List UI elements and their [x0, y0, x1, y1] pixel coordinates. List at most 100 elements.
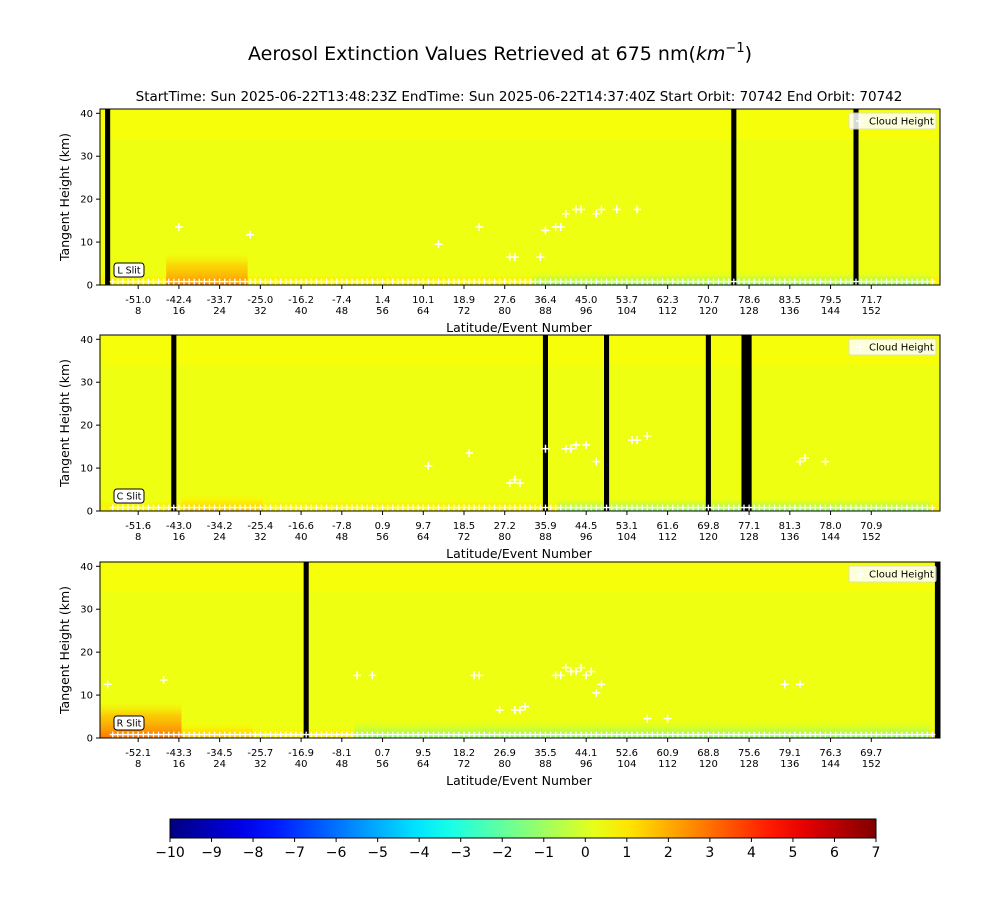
event-tick-label: 88 [539, 306, 552, 317]
cloud-height-marker [634, 731, 641, 738]
slit-label-box [113, 262, 145, 278]
slit-label: L Slit [113, 262, 145, 278]
cloud-height-marker [629, 504, 635, 511]
cloud-height-marker [308, 504, 315, 511]
cloud-height-marker [410, 731, 417, 738]
cloud-height-marker [510, 475, 519, 484]
cloud-height-marker [858, 504, 865, 511]
cloud-height-marker [272, 278, 279, 285]
cloud-height-marker [405, 731, 411, 738]
cloud-height-marker [399, 731, 406, 738]
cloud-height-marker [231, 504, 238, 511]
cloud-height-marker [685, 504, 691, 511]
cloud-height-marker [435, 504, 442, 511]
event-tick-label: 144 [821, 532, 840, 543]
cloud-height-marker [505, 479, 514, 488]
cloud-height-marker [669, 278, 676, 285]
cloud-height-marker [578, 731, 585, 738]
colorbar-tick-label: 0 [581, 845, 590, 861]
cloud-height-marker [461, 278, 467, 285]
cloud-height-marker [542, 504, 549, 511]
latitude-tick-label: -42.4 [166, 295, 192, 306]
latitude-tick-label: 53.7 [616, 295, 638, 306]
cloud-height-marker [639, 278, 646, 285]
cloud-height-marker [592, 688, 601, 697]
cloud-height-marker [109, 278, 116, 285]
cloud-height-marker [481, 731, 488, 738]
cloud-height-marker [191, 731, 198, 738]
event-tick-label: 48 [335, 532, 348, 543]
slit-label-box [113, 488, 145, 504]
cloud-height-marker [252, 278, 259, 285]
latitude-tick-label: 35.5 [534, 748, 556, 759]
cloud-height-marker [812, 278, 819, 285]
cloud-height-marker [573, 731, 579, 738]
cloud-height-marker [293, 504, 299, 511]
event-tick-label: 40 [295, 532, 308, 543]
latitude-tick-label: 0.7 [375, 748, 391, 759]
cloud-height-marker [888, 731, 895, 738]
cloud-height-marker [242, 731, 249, 738]
cloud-height-marker [476, 504, 483, 511]
cloud-height-marker [308, 731, 315, 738]
cloud-height-marker [491, 504, 498, 511]
y-tick-label: 40 [80, 109, 93, 120]
latitude-tick-label: 68.8 [697, 748, 719, 759]
cloud-height-marker [629, 278, 635, 285]
latitude-tick-label: 77.1 [738, 521, 760, 532]
cloud-height-marker [343, 731, 350, 738]
cloud-height-marker [796, 457, 804, 466]
latitude-tick-label: 69.8 [697, 521, 719, 532]
cloud-height-marker [578, 278, 585, 285]
cloud-height-marker [420, 504, 427, 511]
latitude-tick-label: 10.1 [412, 295, 434, 306]
missing-event-column [303, 562, 309, 738]
event-tick-label: 56 [376, 306, 389, 317]
cloud-height-marker [914, 504, 921, 511]
cloud-height-marker [186, 278, 193, 285]
y-tick-label: 0 [87, 281, 93, 292]
legend: Cloud Height [848, 338, 937, 356]
cloud-height-marker [491, 278, 498, 285]
cloud-height-marker [394, 731, 401, 738]
cloud-height-marker [170, 504, 177, 511]
event-tick-label: 72 [458, 532, 471, 543]
cloud-height-marker [298, 278, 305, 285]
cloud-height-marker [323, 278, 330, 285]
cloud-height-marker [343, 278, 350, 285]
cloud-height-marker [710, 504, 717, 511]
cloud-height-marker [761, 278, 768, 285]
cloud-height-marker [812, 731, 819, 738]
cloud-height-marker [664, 278, 671, 285]
cloud-height-marker [384, 278, 391, 285]
latitude-tick-label: 61.6 [657, 521, 679, 532]
event-tick-label: 96 [580, 306, 593, 317]
cloud-height-marker [155, 504, 162, 511]
cloud-height-marker [486, 278, 493, 285]
cloud-height-marker [328, 278, 335, 285]
latitude-tick-label: -8.1 [332, 748, 352, 759]
cloud-height-marker [496, 504, 503, 511]
event-tick-label: 112 [658, 306, 677, 317]
cloud-height-marker [577, 205, 586, 214]
cloud-height-marker [206, 278, 213, 285]
cloud-height-marker [420, 278, 427, 285]
latitude-tick-label: 1.4 [375, 295, 391, 306]
cloud-height-marker [303, 278, 310, 285]
cloud-height-marker [522, 504, 529, 511]
event-tick-label: 8 [135, 306, 141, 317]
cloud-height-marker [140, 278, 147, 285]
cloud-height-marker [496, 731, 503, 738]
cloud-height-marker [801, 453, 810, 462]
colorbar-tick-label: 1 [622, 845, 631, 861]
cloud-height-marker [247, 278, 254, 285]
cloud-height-marker [929, 731, 936, 738]
cloud-height-marker [221, 278, 228, 285]
cloud-height-marker [262, 278, 269, 285]
cloud-height-marker [639, 504, 646, 511]
cloud-height-marker [277, 731, 284, 738]
cloud-height-marker [333, 278, 340, 285]
event-tick-label: 80 [498, 306, 511, 317]
latitude-tick-label: 70.9 [860, 521, 882, 532]
